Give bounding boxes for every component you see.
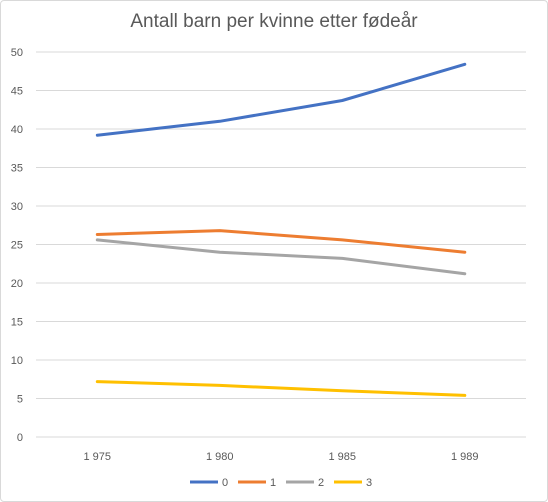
y-tick-label: 40 [11, 124, 23, 136]
series-line-2 [95, 238, 467, 276]
x-axis-labels: 1 975 1 980 1 985 1 989 [83, 451, 478, 463]
legend: 0 1 2 3 [190, 477, 372, 489]
data-point [96, 233, 99, 236]
y-tick-label: 5 [17, 394, 23, 406]
data-point [463, 63, 466, 66]
data-point [463, 394, 466, 397]
series-line-1 [95, 229, 467, 254]
legend-label: 1 [270, 477, 276, 489]
data-point [341, 257, 344, 260]
data-point [341, 389, 344, 392]
y-tick-label: 0 [17, 432, 23, 444]
series-lines [95, 62, 467, 397]
y-tick-label: 15 [11, 317, 23, 329]
legend-label: 0 [222, 477, 228, 489]
x-tick-label: 1 975 [83, 451, 111, 463]
y-tick-label: 10 [11, 355, 23, 367]
x-tick-label: 1 980 [206, 451, 234, 463]
legend-label: 3 [366, 477, 372, 489]
x-tick-label: 1 985 [328, 451, 356, 463]
data-point [218, 229, 221, 232]
data-point [341, 238, 344, 241]
gridlines [36, 51, 526, 438]
data-point [218, 251, 221, 254]
y-tick-label: 25 [11, 240, 23, 252]
data-point [218, 120, 221, 123]
data-point [96, 238, 99, 241]
data-point [96, 134, 99, 137]
chart-title: Antall barn per kvinne etter fødeår [130, 11, 418, 32]
series-line-0 [95, 62, 467, 137]
x-tick-label: 1 989 [451, 451, 479, 463]
data-point [463, 251, 466, 254]
y-tick-label: 50 [11, 47, 23, 59]
data-point [341, 99, 344, 102]
y-axis-labels: 0 5 10 15 20 25 30 35 40 45 50 [11, 47, 23, 444]
data-point [218, 384, 221, 387]
y-tick-label: 35 [11, 163, 23, 175]
y-tick-label: 20 [11, 278, 23, 290]
y-tick-label: 45 [11, 86, 23, 98]
legend-label: 2 [318, 477, 324, 489]
y-tick-label: 30 [11, 201, 23, 213]
series-line-3 [95, 380, 467, 397]
data-point [463, 272, 466, 275]
data-point [96, 380, 99, 383]
